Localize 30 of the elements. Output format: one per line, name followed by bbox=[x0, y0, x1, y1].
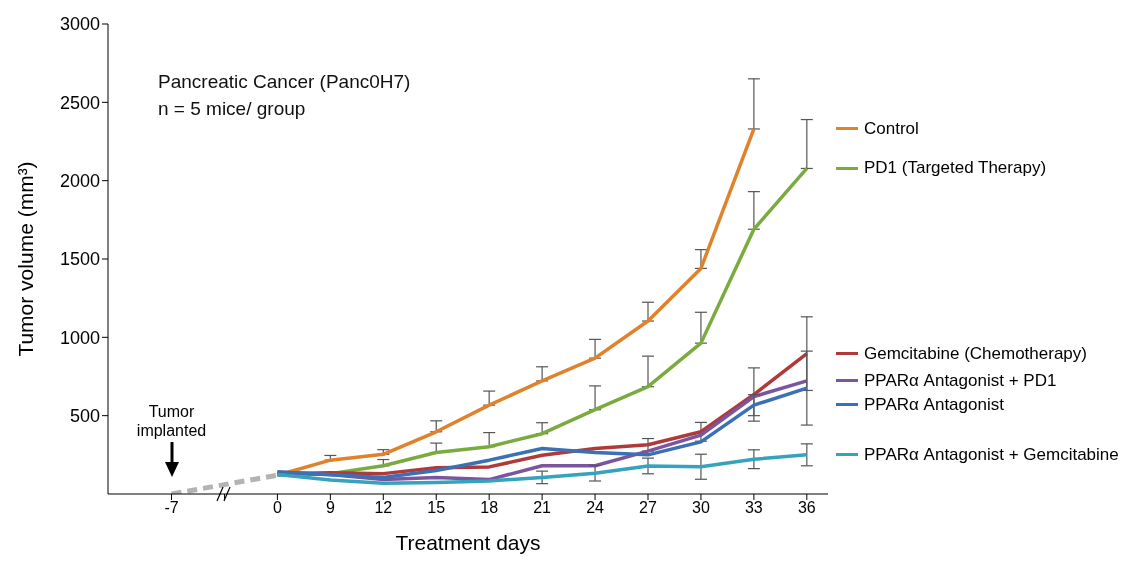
x-tick-label: 27 bbox=[639, 499, 657, 517]
y-tick-label: 500 bbox=[69, 406, 100, 427]
legend-label: Control bbox=[864, 118, 919, 139]
y-tick-label: 2000 bbox=[59, 171, 100, 192]
x-tick-label: 30 bbox=[692, 499, 710, 517]
x-tick-label: 21 bbox=[533, 499, 552, 517]
legend-label: Gemcitabine (Chemotherapy) bbox=[864, 343, 1087, 364]
x-tick-label: -7 bbox=[164, 499, 179, 517]
text: Pancreatic Cancer (Panc0H7) bbox=[158, 70, 411, 94]
x-tick-label: 33 bbox=[744, 499, 763, 517]
line-series bbox=[275, 453, 809, 486]
legend-label: PPARα Antagonist + Gemcitabine bbox=[864, 444, 1119, 465]
y-tick-label: 2500 bbox=[59, 92, 100, 113]
y-tick-label: 1000 bbox=[59, 327, 100, 348]
x-axis-title: Treatment days bbox=[395, 531, 541, 554]
legend-label: PD1 (Targeted Therapy) bbox=[864, 158, 1047, 179]
text: n = 5 mice/ group bbox=[158, 97, 307, 121]
y-tick-label: 3000 bbox=[59, 14, 100, 35]
x-tick-label: 36 bbox=[797, 499, 816, 517]
annotation: Tumor implanted bbox=[135, 402, 208, 440]
legend-label: PPARα Antagonist bbox=[864, 394, 1004, 415]
x-tick-label: 0 bbox=[272, 499, 282, 517]
x-tick-label: 18 bbox=[480, 499, 499, 517]
x-tick-label: 15 bbox=[427, 499, 446, 517]
y-tick-label: 1500 bbox=[59, 249, 100, 270]
x-tick-label: 24 bbox=[586, 499, 605, 517]
x-tick-label: 9 bbox=[325, 499, 335, 517]
legend-label: PPARα Antagonist + PD1 bbox=[864, 370, 1057, 391]
x-tick-label: 12 bbox=[374, 499, 393, 517]
y-axis-title: Tumor volume (mm³) bbox=[14, 161, 38, 357]
